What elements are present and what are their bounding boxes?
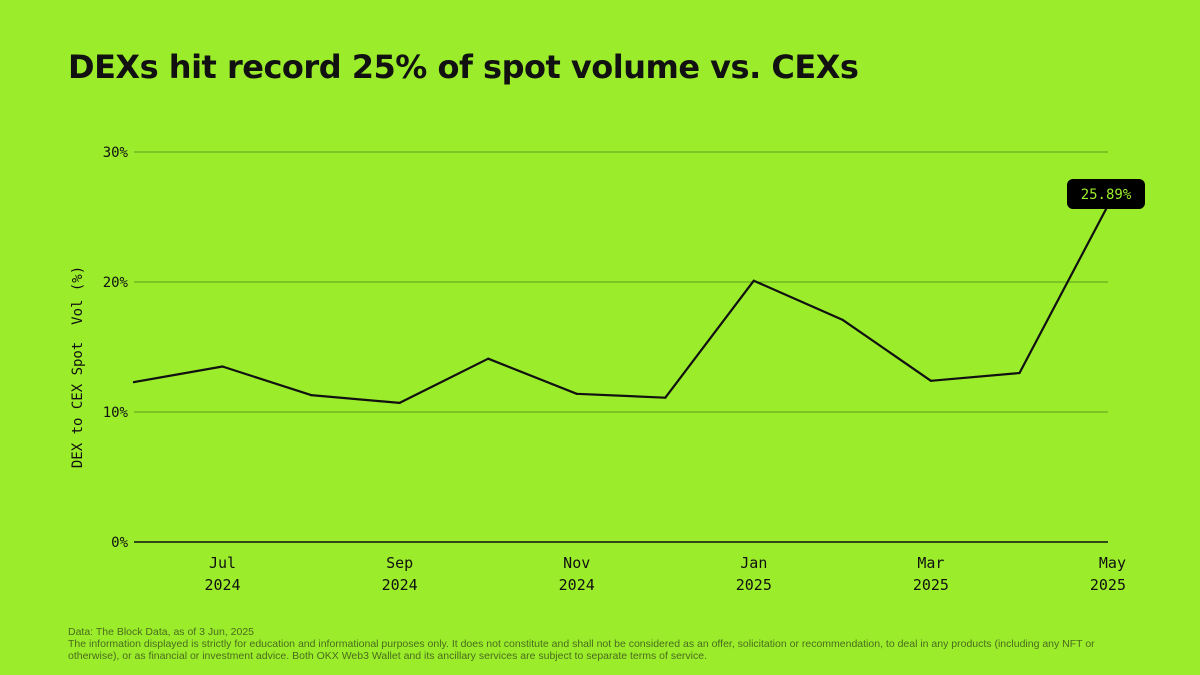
x-tick-month-label: May: [1099, 554, 1126, 572]
x-tick-month-label: Sep: [386, 554, 413, 572]
x-tick-year-label: 2025: [913, 576, 949, 594]
data-point: [132, 381, 136, 384]
data-point: [664, 396, 667, 399]
data-point: [575, 392, 578, 395]
x-tick-year-label: 2024: [559, 576, 595, 594]
footer: Data: The Block Data, as of 3 Jun, 2025 …: [68, 626, 1148, 662]
source-note: Data: The Block Data, as of 3 Jun, 2025: [68, 626, 255, 638]
data-point: [841, 318, 844, 321]
data-point: [309, 394, 313, 397]
y-tick-label: 20%: [103, 275, 129, 291]
disclaimer-text: The information displayed is strictly fo…: [68, 638, 1095, 662]
y-axis-label: DEX to CEX Spot Vol (%): [70, 266, 86, 468]
x-tick-month-label: Jul: [209, 554, 236, 572]
data-point: [1018, 371, 1021, 375]
data-point: [398, 401, 401, 404]
data-point: [752, 279, 755, 282]
line-chart: 0% 10% 20% 30% DEX to CEX Spot Vol (%) Jul 202…: [70, 145, 1145, 594]
x-tick-year-label: 2024: [204, 576, 240, 594]
callout-layer: 25.89%: [1067, 179, 1145, 209]
line-layer: [132, 204, 1110, 404]
data-point: [221, 365, 224, 368]
x-tick-month-label: Jan: [740, 554, 767, 572]
x-tick-year-label: 2025: [736, 576, 772, 594]
chart-title: DEXs hit record 25% of spot volume vs. C…: [68, 48, 859, 86]
y-tick-label: 0%: [111, 535, 128, 551]
x-tick-year-label: 2024: [382, 576, 418, 594]
series-line: [132, 204, 1110, 404]
grid-layer: [134, 151, 1108, 413]
data-point: [487, 357, 490, 360]
x-tick-month-label: Mar: [917, 554, 944, 572]
value-callout-label: 25.89%: [1081, 187, 1132, 203]
y-tick-label: 30%: [103, 145, 129, 161]
data-point: [929, 379, 933, 382]
value-callout-box: [1067, 179, 1145, 209]
x-tick-month-label: Nov: [563, 554, 590, 572]
x-tick-year-label: 2025: [1090, 576, 1126, 594]
y-tick-label: 10%: [103, 405, 129, 421]
label-layer: 0% 10% 20% 30% DEX to CEX Spot Vol (%) Jul 202…: [70, 145, 1126, 594]
